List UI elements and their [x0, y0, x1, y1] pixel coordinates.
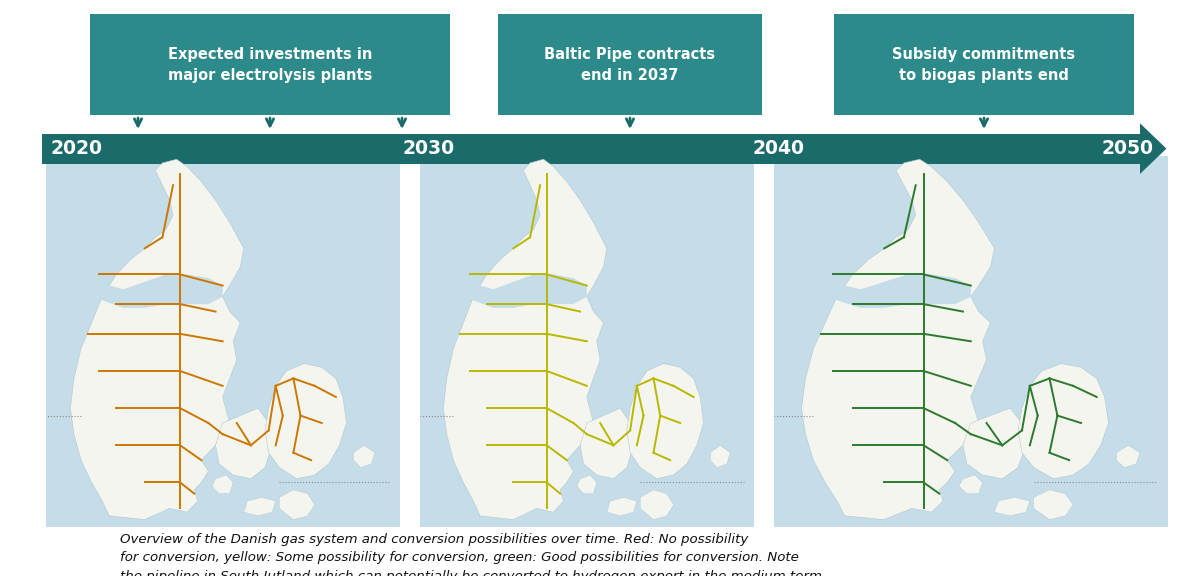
Polygon shape — [265, 363, 347, 479]
Polygon shape — [244, 497, 276, 516]
Text: Overview of the Danish gas system and conversion possibilities over time. Red: N: Overview of the Danish gas system and co… — [120, 533, 826, 576]
Bar — [42, 134, 1145, 164]
Polygon shape — [91, 274, 223, 308]
Text: 2030: 2030 — [402, 139, 454, 158]
Text: Expected investments in
major electrolysis plants: Expected investments in major electrolys… — [168, 47, 372, 83]
Polygon shape — [826, 274, 971, 308]
Polygon shape — [443, 159, 607, 520]
Bar — [90, 14, 450, 115]
Polygon shape — [463, 274, 587, 308]
Polygon shape — [995, 497, 1030, 516]
Bar — [774, 156, 1168, 527]
Polygon shape — [959, 475, 983, 494]
Polygon shape — [802, 159, 995, 520]
Polygon shape — [580, 408, 634, 479]
Polygon shape — [962, 408, 1026, 479]
Bar — [834, 14, 1134, 115]
Text: Subsidy commitments
to biogas plants end: Subsidy commitments to biogas plants end — [893, 47, 1075, 83]
Polygon shape — [1018, 363, 1109, 479]
Bar — [498, 14, 762, 115]
Polygon shape — [216, 408, 272, 479]
Polygon shape — [1116, 445, 1140, 468]
Polygon shape — [640, 490, 673, 520]
Text: Baltic Pipe contracts
end in 2037: Baltic Pipe contracts end in 2037 — [545, 47, 715, 83]
Polygon shape — [71, 159, 244, 520]
Polygon shape — [354, 445, 374, 468]
Text: 2020: 2020 — [50, 139, 102, 158]
Polygon shape — [1033, 490, 1073, 520]
Text: 2040: 2040 — [752, 139, 804, 158]
Polygon shape — [1140, 123, 1166, 174]
Polygon shape — [710, 445, 731, 468]
Polygon shape — [577, 475, 596, 494]
Bar — [420, 156, 754, 527]
Text: 2050: 2050 — [1102, 139, 1153, 158]
Polygon shape — [280, 490, 314, 520]
Polygon shape — [212, 475, 233, 494]
Polygon shape — [607, 497, 637, 516]
Polygon shape — [626, 363, 703, 479]
Bar — [46, 156, 400, 527]
